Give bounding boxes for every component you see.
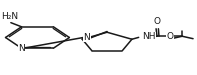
Text: NH: NH (143, 32, 156, 41)
Text: H₂N: H₂N (1, 12, 19, 21)
Text: N: N (83, 33, 90, 42)
Text: O: O (166, 32, 173, 41)
Text: O: O (154, 17, 161, 26)
Text: N: N (18, 44, 25, 53)
